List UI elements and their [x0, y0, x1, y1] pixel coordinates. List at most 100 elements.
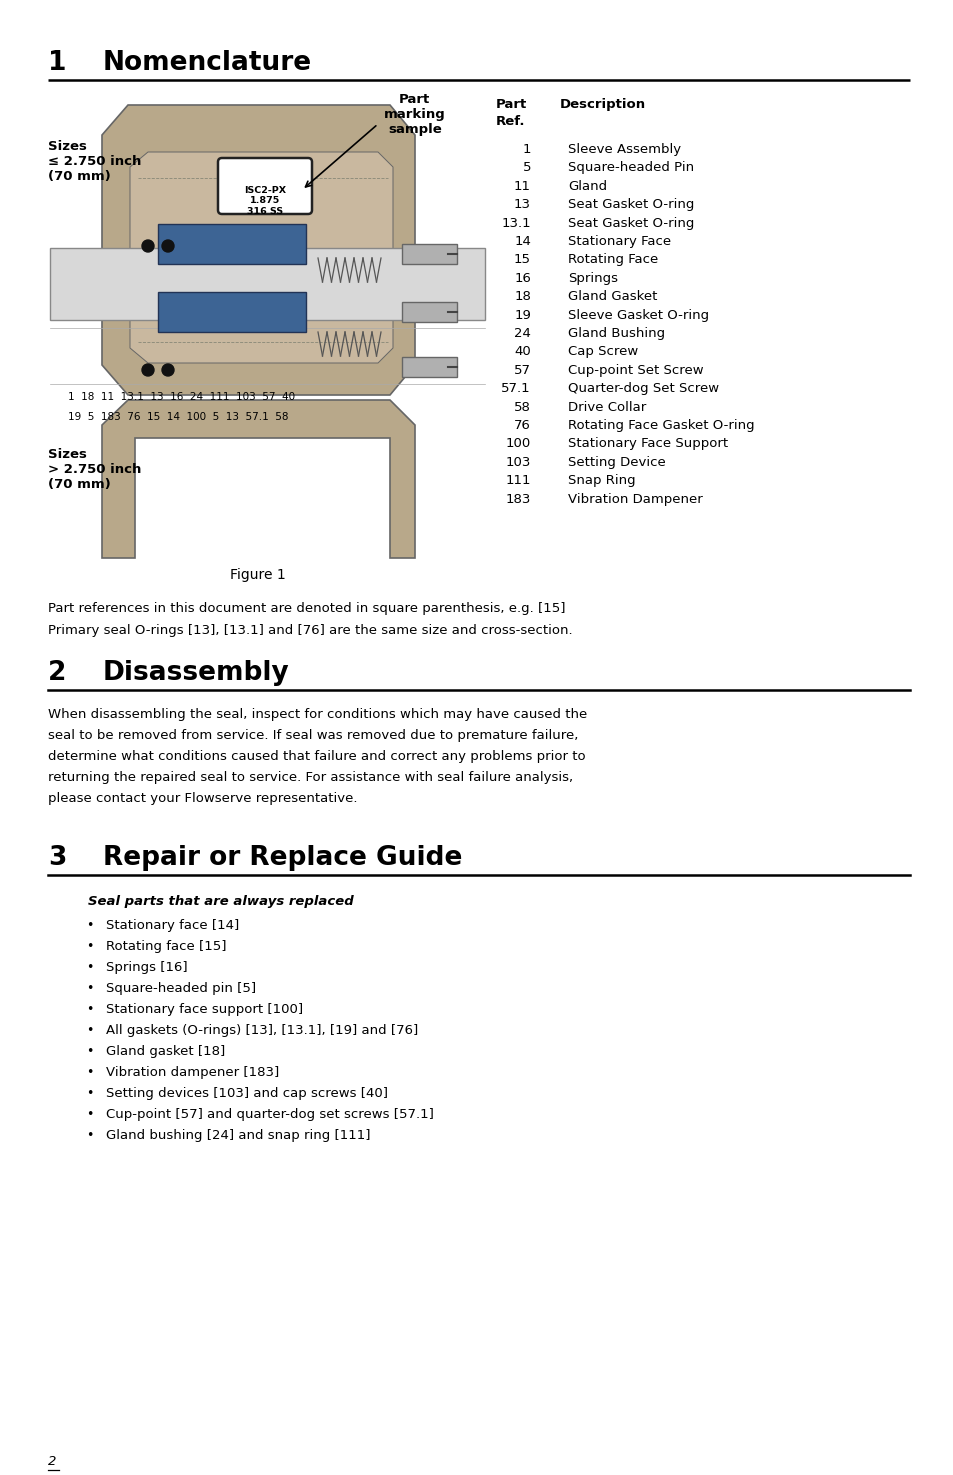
Text: Snap Ring: Snap Ring [567, 473, 635, 487]
Text: Stationary Face Support: Stationary Face Support [567, 438, 727, 450]
Text: 19  5  183  76  15  14  100  5  13  57.1  58: 19 5 183 76 15 14 100 5 13 57.1 58 [68, 412, 288, 422]
Text: 11: 11 [514, 180, 531, 193]
Text: ISC2-PX
1.875
316 SS: ISC2-PX 1.875 316 SS [244, 186, 286, 215]
Text: •: • [86, 1066, 93, 1080]
Text: Springs [16]: Springs [16] [106, 962, 188, 974]
Text: Part
marking
sample: Part marking sample [384, 93, 445, 136]
Text: Stationary face support [100]: Stationary face support [100] [106, 1003, 303, 1016]
Text: 1: 1 [522, 143, 531, 156]
Text: Figure 1: Figure 1 [230, 568, 286, 583]
Text: Stationary Face: Stationary Face [567, 235, 670, 248]
Text: 16: 16 [514, 271, 531, 285]
Text: 14: 14 [514, 235, 531, 248]
Text: Part: Part [496, 97, 527, 111]
FancyBboxPatch shape [218, 158, 312, 214]
FancyBboxPatch shape [401, 357, 456, 378]
Text: 100: 100 [505, 438, 531, 450]
Text: •: • [86, 1128, 93, 1142]
Text: Setting Device: Setting Device [567, 456, 665, 469]
Text: Gland bushing [24] and snap ring [111]: Gland bushing [24] and snap ring [111] [106, 1128, 370, 1142]
Text: Gland: Gland [567, 180, 606, 193]
Text: 2: 2 [48, 1454, 56, 1468]
Text: 13.1: 13.1 [501, 217, 531, 230]
Text: Gland gasket [18]: Gland gasket [18] [106, 1044, 225, 1058]
Text: Square-headed Pin: Square-headed Pin [567, 161, 694, 174]
Polygon shape [102, 105, 415, 395]
Text: Gland Gasket: Gland Gasket [567, 291, 657, 304]
Text: •: • [86, 1108, 93, 1121]
Text: Ref.: Ref. [496, 115, 525, 128]
Text: •: • [86, 1024, 93, 1037]
Text: Rotating Face: Rotating Face [567, 254, 658, 267]
Text: •: • [86, 940, 93, 953]
Text: Repair or Replace Guide: Repair or Replace Guide [103, 845, 462, 872]
FancyBboxPatch shape [401, 302, 456, 322]
Text: •: • [86, 919, 93, 932]
Text: Vibration Dampener: Vibration Dampener [567, 493, 702, 506]
FancyBboxPatch shape [50, 248, 484, 320]
Text: 2: 2 [48, 659, 67, 686]
Text: Square-headed pin [5]: Square-headed pin [5] [106, 982, 255, 996]
Text: •: • [86, 1044, 93, 1058]
Text: Seal parts that are always replaced: Seal parts that are always replaced [88, 895, 354, 909]
Polygon shape [102, 400, 415, 558]
Circle shape [162, 364, 173, 376]
Text: Quarter-dog Set Screw: Quarter-dog Set Screw [567, 382, 719, 395]
Text: •: • [86, 1087, 93, 1100]
Text: Disassembly: Disassembly [103, 659, 290, 686]
Circle shape [162, 240, 173, 252]
FancyBboxPatch shape [158, 292, 306, 332]
Text: 1: 1 [48, 50, 67, 77]
Text: Part references in this document are denoted in square parenthesis, e.g. [15]: Part references in this document are den… [48, 602, 565, 615]
Text: 1  18  11  13.1  13  16  24  111  103  57  40: 1 18 11 13.1 13 16 24 111 103 57 40 [68, 392, 294, 403]
Text: Setting devices [103] and cap screws [40]: Setting devices [103] and cap screws [40… [106, 1087, 388, 1100]
Text: 76: 76 [514, 419, 531, 432]
Text: Cap Screw: Cap Screw [567, 345, 638, 358]
Text: Gland Bushing: Gland Bushing [567, 327, 664, 341]
Text: Stationary face [14]: Stationary face [14] [106, 919, 239, 932]
Text: Primary seal O-rings [13], [13.1] and [76] are the same size and cross-section.: Primary seal O-rings [13], [13.1] and [7… [48, 624, 572, 637]
Text: 111: 111 [505, 473, 531, 487]
Text: 18: 18 [514, 291, 531, 304]
Text: Rotating Face Gasket O-ring: Rotating Face Gasket O-ring [567, 419, 754, 432]
Text: Sleeve Gasket O-ring: Sleeve Gasket O-ring [567, 308, 708, 322]
FancyBboxPatch shape [401, 243, 456, 264]
Text: returning the repaired seal to service. For assistance with seal failure analysi: returning the repaired seal to service. … [48, 771, 573, 785]
Text: 5: 5 [522, 161, 531, 174]
Text: Nomenclature: Nomenclature [103, 50, 312, 77]
Text: 15: 15 [514, 254, 531, 267]
Text: seal to be removed from service. If seal was removed due to premature failure,: seal to be removed from service. If seal… [48, 729, 578, 742]
Text: •: • [86, 962, 93, 974]
Text: Rotating face [15]: Rotating face [15] [106, 940, 226, 953]
Text: When disassembling the seal, inspect for conditions which may have caused the: When disassembling the seal, inspect for… [48, 708, 587, 721]
Text: Vibration dampener [183]: Vibration dampener [183] [106, 1066, 279, 1080]
FancyBboxPatch shape [158, 224, 306, 264]
Text: Drive Collar: Drive Collar [567, 401, 645, 413]
Text: 57.1: 57.1 [501, 382, 531, 395]
Polygon shape [130, 152, 393, 363]
Text: Sleeve Assembly: Sleeve Assembly [567, 143, 680, 156]
Text: Cup-point [57] and quarter-dog set screws [57.1]: Cup-point [57] and quarter-dog set screw… [106, 1108, 434, 1121]
Text: 58: 58 [514, 401, 531, 413]
Text: 13: 13 [514, 198, 531, 211]
Text: Description: Description [559, 97, 645, 111]
Text: please contact your Flowserve representative.: please contact your Flowserve representa… [48, 792, 357, 805]
Text: 183: 183 [505, 493, 531, 506]
Text: •: • [86, 1003, 93, 1016]
Text: •: • [86, 982, 93, 996]
Text: 24: 24 [514, 327, 531, 341]
Text: Springs: Springs [567, 271, 618, 285]
Text: Cup-point Set Screw: Cup-point Set Screw [567, 364, 703, 376]
Text: Seat Gasket O-ring: Seat Gasket O-ring [567, 198, 694, 211]
Text: determine what conditions caused that failure and correct any problems prior to: determine what conditions caused that fa… [48, 749, 585, 763]
Text: 40: 40 [514, 345, 531, 358]
Text: 3: 3 [48, 845, 67, 872]
Text: Sizes
≤ 2.750 inch
(70 mm): Sizes ≤ 2.750 inch (70 mm) [48, 140, 141, 183]
Circle shape [142, 364, 153, 376]
Text: Sizes
> 2.750 inch
(70 mm): Sizes > 2.750 inch (70 mm) [48, 448, 141, 491]
Text: 103: 103 [505, 456, 531, 469]
Text: All gaskets (O-rings) [13], [13.1], [19] and [76]: All gaskets (O-rings) [13], [13.1], [19]… [106, 1024, 417, 1037]
Circle shape [142, 240, 153, 252]
Text: 19: 19 [514, 308, 531, 322]
Text: 57: 57 [514, 364, 531, 376]
